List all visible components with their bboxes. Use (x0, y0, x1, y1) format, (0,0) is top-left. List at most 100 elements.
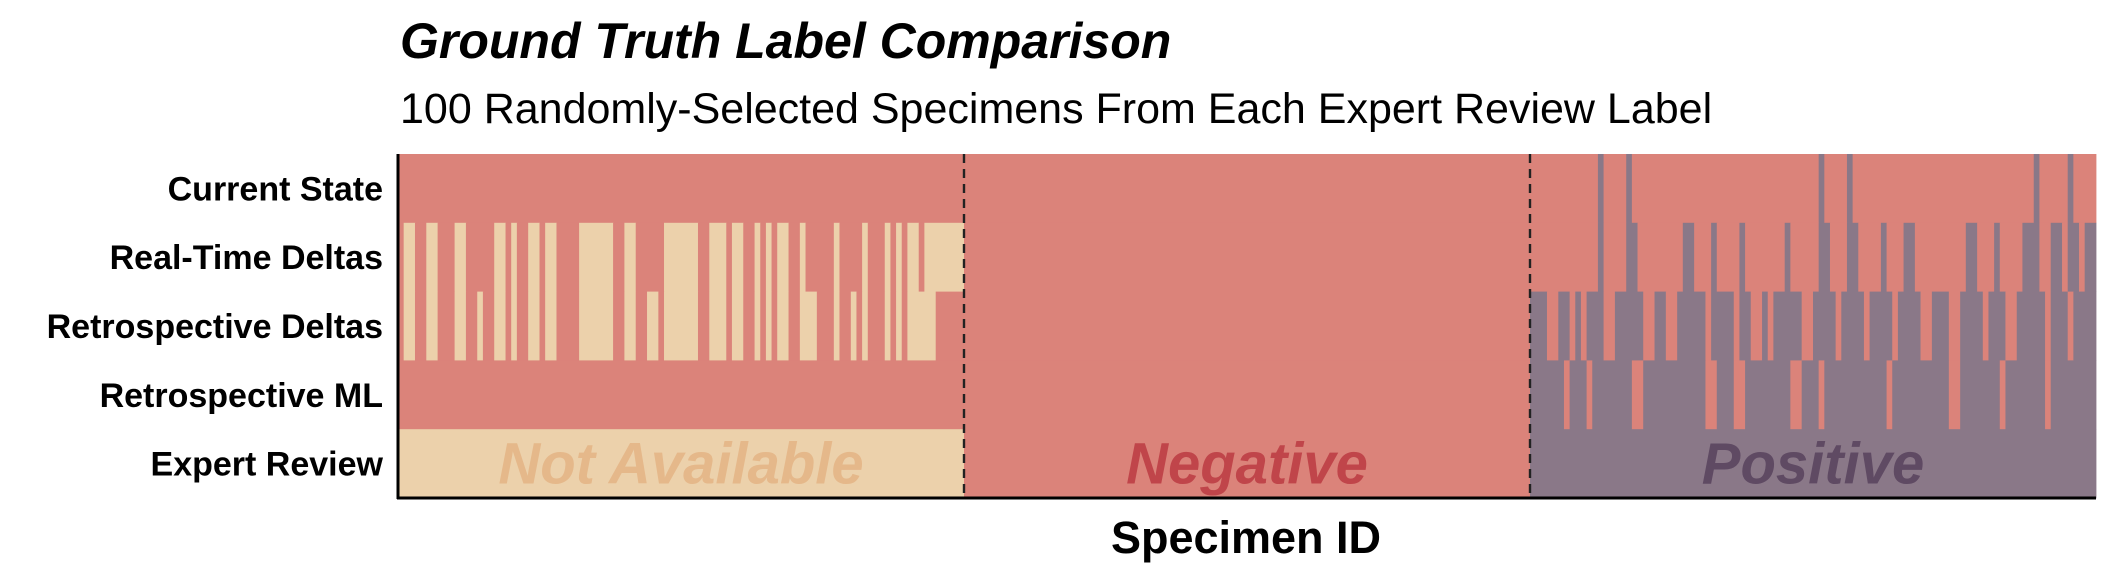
heatmap-cell-run (867, 291, 886, 361)
heatmap-cell-run (2050, 291, 2069, 361)
heatmap-cell-run (1762, 291, 1769, 361)
group-label: Not Available (498, 432, 863, 497)
heatmap-cell-run (426, 291, 439, 361)
heatmap-cell-run (1863, 291, 1870, 361)
heatmap-cell-run (1530, 222, 1599, 292)
heatmap-cell-run (777, 291, 789, 361)
heatmap-cell-run (528, 222, 540, 292)
heatmap-cell-run (465, 291, 478, 361)
y-tick-labels: Current State Real-Time Deltas Retrospecti… (47, 170, 384, 483)
heatmap-cell-run (2039, 154, 2069, 224)
heatmap-cell-run (1716, 360, 1735, 430)
heatmap-cell-run (635, 291, 648, 361)
heatmap-cell-run (437, 291, 455, 361)
heatmap-cell-run (1982, 291, 1989, 361)
heatmap-cell-run (754, 222, 761, 292)
heatmap-cell-run (1960, 291, 1984, 361)
heatmap-cell-run (1614, 291, 1644, 361)
heatmap-cell-run (2084, 222, 2097, 292)
heatmap-cell-run (494, 222, 506, 292)
group-dividers (962, 154, 1532, 498)
heatmap-cell-run (613, 222, 625, 292)
heatmap-cell-run (2050, 222, 2063, 292)
heatmap-cell-run (2005, 291, 2018, 361)
heatmap-cell-run (545, 291, 557, 361)
heatmap-cell-run (494, 291, 506, 361)
heatmap-cell-run (1892, 360, 1950, 430)
heatmap-cell-run (1597, 222, 1604, 292)
heatmap-cells (398, 154, 2097, 499)
heatmap-cell-run (805, 222, 835, 292)
y-tick-label: Current State (168, 170, 383, 208)
heatmap-cell-run (1603, 154, 1627, 224)
heatmap-cell-run (799, 291, 818, 361)
heatmap-cell-run (556, 291, 580, 361)
y-tick-label: Retrospective ML (100, 377, 383, 415)
heatmap-cell-run (760, 222, 767, 292)
heatmap-cell-run (1530, 429, 2097, 499)
heatmap-cell-run (2045, 360, 2052, 430)
heatmap-cell-run (1965, 222, 1978, 292)
heatmap-cell-run (918, 222, 925, 292)
heatmap-cell-run (1801, 360, 1820, 430)
heatmap-cell-run (867, 222, 886, 292)
heatmap-cell-run (2050, 360, 2097, 430)
heatmap-cell-run (1767, 291, 1774, 361)
heatmap-cell-run (2067, 222, 2080, 292)
heatmap-cell-run (1999, 360, 2006, 430)
heatmap-cell-run (709, 222, 727, 292)
heatmap-cell-run (398, 360, 965, 430)
heatmap-cell-run (1858, 222, 1882, 292)
heatmap-cell-run (1592, 360, 1633, 430)
heatmap-cell-run (1818, 154, 1825, 224)
heatmap-cell-run (482, 291, 495, 361)
heatmap-cell-run (1739, 222, 1746, 292)
heatmap-cell-run (1733, 360, 1746, 430)
heatmap-cell-run (2073, 291, 2097, 361)
heatmap-cell-run (1654, 291, 1667, 361)
heatmap-cell-run (788, 222, 801, 292)
heatmap-cell-run (2067, 154, 2074, 224)
heatmap-cell-run (1603, 291, 1616, 361)
heatmap-cell-run (1880, 222, 1887, 292)
heatmap-cell-run (760, 291, 767, 361)
heatmap-cell-run (850, 291, 857, 361)
heatmap-cell-run (1835, 291, 1842, 361)
heatmap-cell-run (1813, 291, 1837, 361)
heatmap-cell-run (1603, 222, 1627, 292)
heatmap-cell-run (964, 154, 1531, 224)
heatmap-cell-run (1852, 154, 2035, 224)
heatmap-cell-run (1569, 291, 1576, 361)
heatmap-cell-run (664, 222, 699, 292)
y-tick-label: Real-Time Deltas (110, 239, 383, 277)
heatmap-cell-run (1745, 360, 1791, 430)
heatmap-cell-run (862, 291, 869, 361)
heatmap-cell-run (1846, 222, 1859, 292)
heatmap-cell-run (465, 222, 495, 292)
heatmap-cell-run (816, 291, 835, 361)
heatmap-cell-run (1733, 291, 1740, 361)
heatmap-cell-run (1626, 154, 1633, 224)
heatmap-cell-run (1773, 291, 1803, 361)
heatmap-cell-run (1530, 291, 1548, 361)
heatmap-cell-run (437, 222, 455, 292)
heatmap-cell-run (964, 291, 1531, 361)
heatmap-cell-run (528, 291, 540, 361)
heatmap-cell-run (1530, 360, 1565, 430)
heatmap-cell-run (1841, 291, 1865, 361)
heatmap-cell-run (709, 291, 727, 361)
heatmap-cell-run (647, 291, 659, 361)
heatmap-cell-run (516, 291, 529, 361)
heatmap-cell-run (2016, 291, 2046, 361)
heatmap-cell-run (1739, 291, 1752, 361)
heatmap-cell-run (613, 291, 625, 361)
heatmap-cell-run (771, 291, 778, 361)
heatmap-cell-run (2062, 222, 2069, 292)
heatmap-cell-run (697, 222, 710, 292)
heatmap-cell-run (1829, 222, 1848, 292)
heatmap-cell-run (1705, 360, 1718, 430)
heatmap-cell-run (1999, 222, 2023, 292)
heatmap-cell-run (511, 291, 518, 361)
heatmap-cell-run (1716, 222, 1740, 292)
